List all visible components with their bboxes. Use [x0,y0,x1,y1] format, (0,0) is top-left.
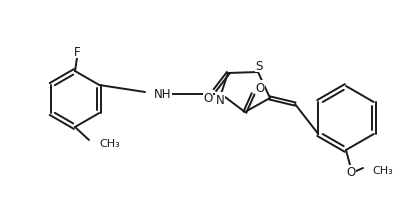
Text: F: F [74,45,80,58]
Text: NH: NH [154,88,171,101]
Text: N: N [215,93,224,106]
Text: CH₃: CH₃ [99,138,119,148]
Text: O: O [255,81,264,94]
Text: O: O [346,166,355,179]
Text: O: O [203,91,212,104]
Text: S: S [255,59,262,72]
Text: CH₃: CH₃ [371,165,392,175]
